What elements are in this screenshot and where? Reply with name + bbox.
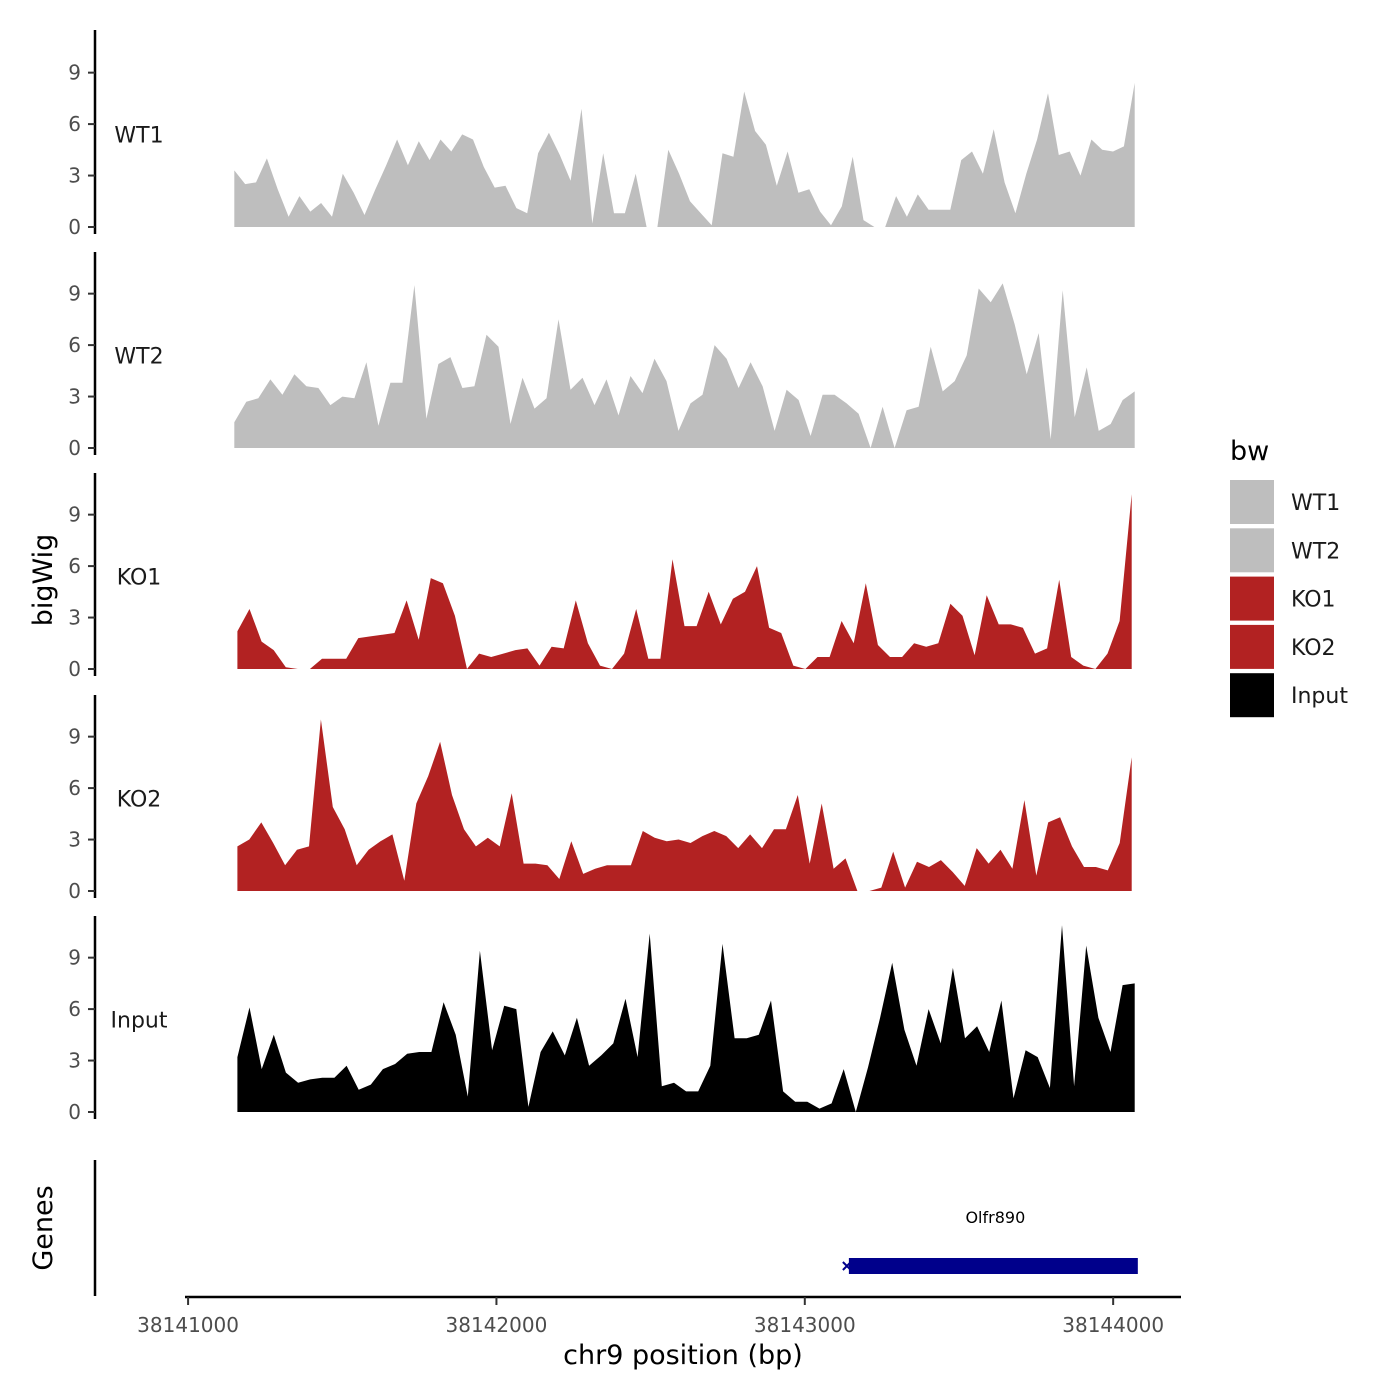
legend-label: WT2	[1291, 539, 1340, 564]
y-tick-label: 0	[68, 436, 81, 460]
track-label: WT2	[114, 344, 163, 369]
y-tick-label: 3	[68, 385, 81, 409]
y-tick-label: 6	[68, 333, 81, 357]
x-axis-title: chr9 position (bp)	[563, 1340, 803, 1371]
legend-item-wt2: WT2	[1230, 528, 1340, 573]
x-axis: 38141000 38142000 38143000 38144000	[137, 1295, 1181, 1337]
track-ko1: 0 3 6 9 KO1	[68, 473, 1132, 681]
track-label: KO1	[117, 565, 162, 590]
legend-label: WT1	[1291, 491, 1340, 516]
y-tick-label: 0	[68, 1100, 81, 1124]
x-tick-label: 38143000	[754, 1313, 856, 1337]
track-label: KO2	[117, 787, 162, 812]
y-tick-label: 9	[68, 503, 81, 527]
track-ko2: 0 3 6 9 KO2	[68, 695, 1132, 903]
legend-item-input: Input	[1230, 673, 1348, 718]
legend-label: KO1	[1291, 588, 1336, 613]
legend-item-wt1: WT1	[1230, 480, 1340, 524]
bigwig-tracks: 0 3 6 9 WT1 0 3 6 9 WT2 0 3 6 9 KO1 0 3 6 9 KO2 0 3 6 9 Input	[68, 30, 1135, 1124]
x-tick-label: 38141000	[137, 1313, 239, 1337]
gene-feature: Olfr890	[842, 1208, 1138, 1274]
y-tick-label: 9	[68, 282, 81, 306]
coverage-area-wt2	[234, 283, 1135, 448]
coverage-area-input	[237, 925, 1135, 1112]
coverage-area-wt1	[234, 82, 1135, 228]
y-tick-label: 6	[68, 997, 81, 1021]
legend-swatch	[1230, 673, 1274, 718]
y-tick-label: 9	[68, 946, 81, 970]
y-tick-label: 3	[68, 1049, 81, 1073]
coverage-area-ko1	[237, 494, 1132, 669]
y-tick-label: 6	[68, 776, 81, 800]
legend: bw WT1 WT2 KO1 KO2 Input	[1230, 436, 1348, 718]
y-tick-label: 9	[68, 725, 81, 749]
y-tick-label: 0	[68, 657, 81, 681]
track-label: Input	[111, 1008, 168, 1033]
y-tick-label: 3	[68, 606, 81, 630]
track-input: 0 3 6 9 Input	[68, 916, 1135, 1124]
legend-swatch	[1230, 576, 1274, 621]
gene-name-label: Olfr890	[965, 1208, 1025, 1227]
track-label: WT1	[114, 123, 163, 148]
gene-body	[848, 1258, 1138, 1274]
y-tick-label: 3	[68, 828, 81, 852]
legend-label: Input	[1291, 684, 1348, 709]
legend-item-ko2: KO2	[1230, 624, 1336, 669]
y-tick-label: 0	[68, 879, 81, 903]
y-tick-label: 0	[68, 215, 81, 239]
track-wt2: 0 3 6 9 WT2	[68, 252, 1135, 460]
legend-swatch	[1230, 624, 1274, 669]
x-tick-label: 38144000	[1062, 1313, 1164, 1337]
legend-label: KO2	[1291, 636, 1336, 661]
legend-swatch	[1230, 528, 1274, 573]
coverage-area-ko2	[237, 719, 1132, 891]
y-tick-label: 6	[68, 554, 81, 578]
genes-panel: Olfr890	[93, 1160, 1138, 1296]
legend-swatch	[1230, 480, 1274, 524]
genes-axis-title: Genes	[28, 1185, 59, 1270]
y-tick-label: 3	[68, 164, 81, 188]
y-axis-title: bigWig	[28, 534, 59, 627]
gene-strand-marker	[842, 1261, 852, 1271]
track-wt1: 0 3 6 9 WT1	[68, 30, 1135, 239]
legend-item-ko1: KO1	[1230, 576, 1336, 621]
y-tick-label: 9	[68, 61, 81, 85]
x-tick-label: 38142000	[446, 1313, 548, 1337]
legend-title: bw	[1230, 436, 1269, 467]
y-tick-label: 6	[68, 112, 81, 136]
